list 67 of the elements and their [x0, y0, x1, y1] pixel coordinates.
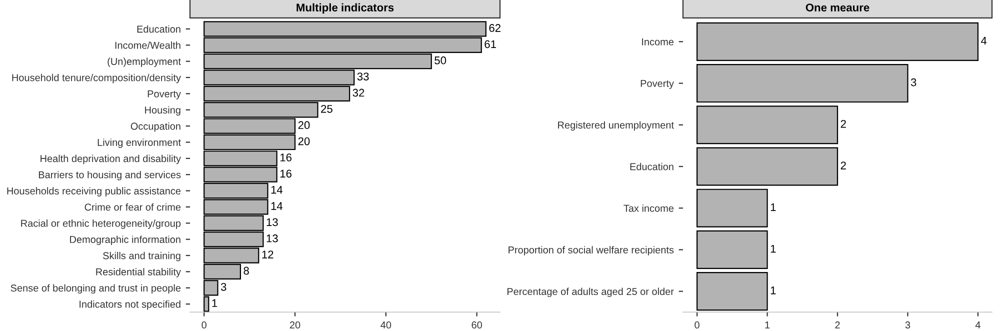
y-tick-label: Income/Wealth [115, 42, 180, 49]
data-label: 1 [770, 286, 776, 294]
x-tick-label: 20 [290, 321, 300, 329]
data-label: 2 [840, 162, 846, 170]
data-label: 3 [910, 78, 916, 86]
x-tick-label: 2 [835, 321, 840, 328]
y-tick-label: Education [137, 25, 180, 33]
data-label: 3 [220, 282, 226, 291]
y-tick-label: Households receiving public assistance [7, 187, 181, 196]
y-tick-label: Living environment [98, 138, 181, 148]
y-tick-label: Sense of belonging and trust in people [10, 284, 181, 294]
y-tick-label: Education [630, 162, 674, 170]
bar [696, 147, 838, 186]
data-label: 20 [298, 121, 310, 130]
x-tick-label: 60 [472, 321, 482, 329]
x-tick-label: 3 [905, 321, 910, 329]
data-label: 13 [266, 234, 278, 242]
data-label: 8 [244, 266, 249, 275]
data-label: 12 [262, 250, 274, 258]
x-tick-label: 0 [202, 321, 206, 329]
bar [696, 64, 908, 103]
data-label: 62 [489, 24, 500, 32]
y-tick-label: Health deprivation and disability [40, 154, 181, 164]
bar [696, 188, 768, 228]
y-tick-label: Housing [145, 106, 180, 116]
data-label: 14 [271, 186, 283, 194]
data-label: 4 [980, 36, 987, 45]
y-tick-label: Residential stability [96, 268, 181, 278]
bar [696, 106, 838, 144]
y-tick-label: Proportion of social welfare recipients [508, 246, 674, 256]
y-tick-label: Skills and training [103, 252, 180, 262]
y-tick-label: Crime or fear of crime [84, 203, 181, 211]
bar [696, 22, 979, 61]
data-label: 33 [357, 72, 369, 80]
y-tick-label: Indicators not specified [80, 300, 180, 310]
y-tick-label: Registered unemployment [558, 121, 674, 131]
y-tick-label: Demographic information [70, 236, 180, 246]
x-tick-label: 4 [975, 322, 980, 328]
y-tick-label: Household tenure/composition/density [12, 74, 181, 84]
y-tick-label: Racial or ethnic heterogeneity/group [21, 220, 181, 229]
data-label: 16 [280, 154, 292, 162]
x-tick-label: 1 [765, 322, 770, 328]
y-tick-label: Poverty [148, 90, 181, 100]
x-tick-label: 0 [694, 321, 700, 329]
chart-title: One meaure [806, 4, 870, 12]
data-label: 2 [840, 120, 846, 128]
y-tick-label: Occupation [130, 122, 180, 132]
data-label: 50 [434, 56, 446, 64]
data-label: 32 [352, 88, 364, 97]
data-label: 25 [321, 104, 332, 113]
bar [696, 230, 768, 269]
y-tick-label: Poverty [640, 80, 674, 89]
y-tick-label: Barriers to housing and services [38, 170, 181, 180]
data-label: 13 [266, 218, 278, 226]
chart-title: Multiple indicators [296, 3, 394, 14]
y-tick-label: Income [642, 38, 674, 46]
x-tick-label: 40 [380, 321, 392, 329]
data-label: 14 [271, 202, 283, 210]
data-label: 1 [770, 244, 776, 253]
data-label: 16 [280, 170, 292, 178]
y-tick-label: Tax income [624, 204, 674, 212]
data-label: 1 [770, 203, 776, 211]
y-tick-label: Percentage of adults aged 25 or older [507, 288, 674, 298]
y-tick-label: (Un)employment [108, 58, 181, 68]
data-label: 1 [212, 299, 218, 307]
data-label: 61 [484, 40, 496, 48]
data-label: 20 [298, 137, 310, 146]
